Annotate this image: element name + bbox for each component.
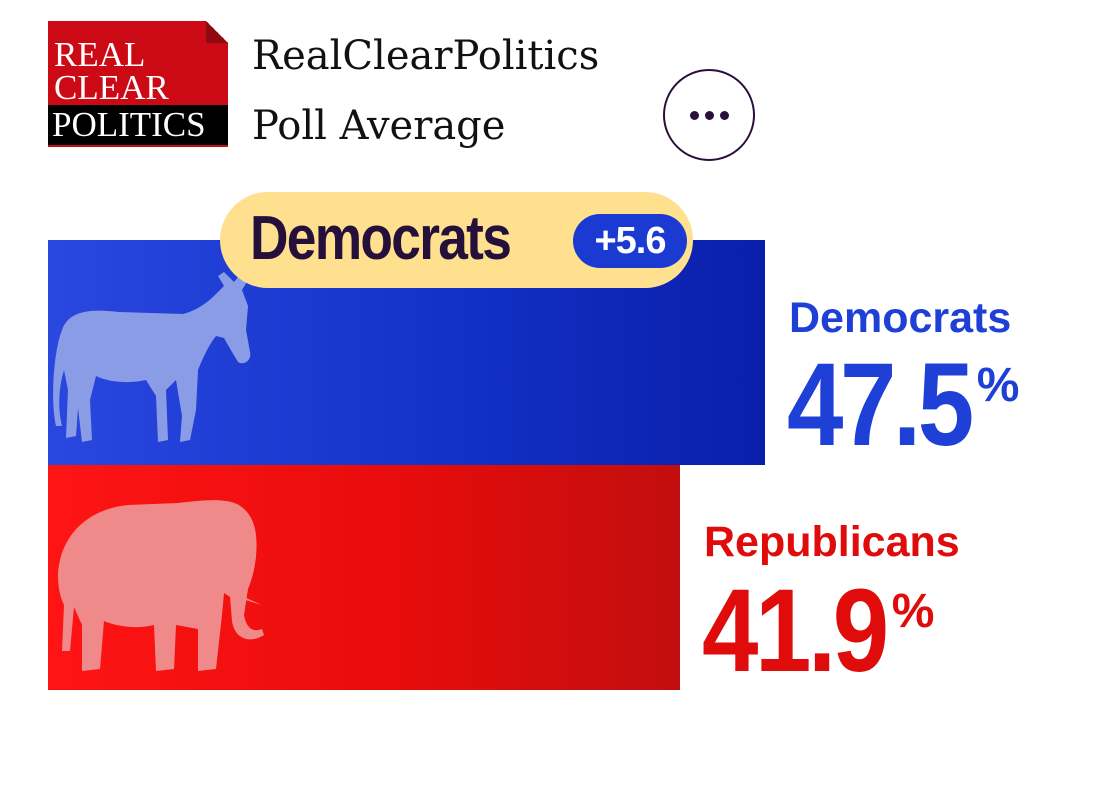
ellipsis-icon bbox=[704, 110, 714, 120]
leader-margin-badge: +5.6 bbox=[573, 214, 687, 268]
page-title-line-2: Poll Average bbox=[252, 103, 506, 149]
democrats-percent-sign: % bbox=[976, 359, 1020, 412]
more-options-button[interactable] bbox=[663, 69, 755, 161]
page-title-line-1: RealClearPolitics bbox=[252, 33, 600, 79]
democrats-label: Democrats bbox=[789, 294, 1012, 342]
rcp-logo: REAL CLEAR POLITICS bbox=[48, 21, 228, 147]
leader-party-name: Democrats bbox=[250, 204, 512, 273]
republicans-percentage: 41.9 bbox=[702, 565, 889, 697]
logo-page-fold bbox=[206, 21, 228, 43]
elephant-icon bbox=[58, 500, 264, 671]
ellipsis-icon bbox=[689, 110, 699, 120]
donkey-icon bbox=[53, 266, 252, 442]
republicans-percent-sign: % bbox=[891, 585, 935, 638]
ellipsis-icon bbox=[719, 110, 729, 120]
republicans-label: Republicans bbox=[704, 518, 960, 566]
logo-line-1: REAL bbox=[54, 35, 146, 74]
democrats-percentage: 47.5 bbox=[787, 339, 974, 471]
logo-line-3: POLITICS bbox=[48, 105, 228, 145]
logo-line-2: CLEAR bbox=[54, 68, 169, 107]
bar-republicans bbox=[48, 465, 680, 690]
leader-badge: Democrats +5.6 bbox=[220, 192, 693, 288]
